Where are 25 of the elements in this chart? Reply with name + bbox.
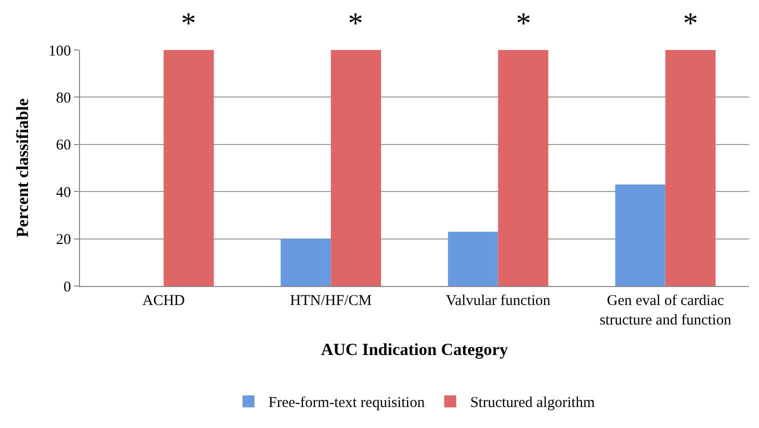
annotation: * bbox=[348, 7, 363, 40]
legend-label: Free-form-text requisition bbox=[268, 395, 426, 412]
x-tick-label: Valvular function bbox=[446, 293, 551, 309]
bar bbox=[164, 50, 214, 286]
bar bbox=[498, 50, 548, 286]
y-tick-label: 80 bbox=[56, 90, 71, 106]
y-tick-label: 40 bbox=[56, 184, 71, 201]
x-tick-label: Gen eval of cardiac structure and function bbox=[600, 293, 732, 328]
bar bbox=[615, 184, 666, 286]
y-tick-label: 0 bbox=[64, 279, 71, 296]
legend-label: Structured algorithm bbox=[470, 395, 596, 412]
annotation: * bbox=[516, 7, 531, 40]
annotation: * bbox=[181, 7, 196, 40]
y-axis-title: Percent classifiable bbox=[13, 98, 32, 238]
x-tick-label: HTN/HF/CM bbox=[290, 293, 372, 309]
bar bbox=[665, 50, 716, 286]
bar bbox=[280, 238, 331, 286]
x-axis-title: AUC Indication Category bbox=[321, 340, 508, 359]
y-tick-label: 100 bbox=[48, 43, 71, 60]
x-tick-label: ACHD bbox=[142, 293, 186, 309]
annotation: * bbox=[683, 7, 698, 40]
y-tick-label: 60 bbox=[56, 138, 71, 154]
bar bbox=[330, 50, 382, 286]
bar bbox=[448, 232, 498, 286]
y-tick-label: 20 bbox=[56, 232, 71, 248]
